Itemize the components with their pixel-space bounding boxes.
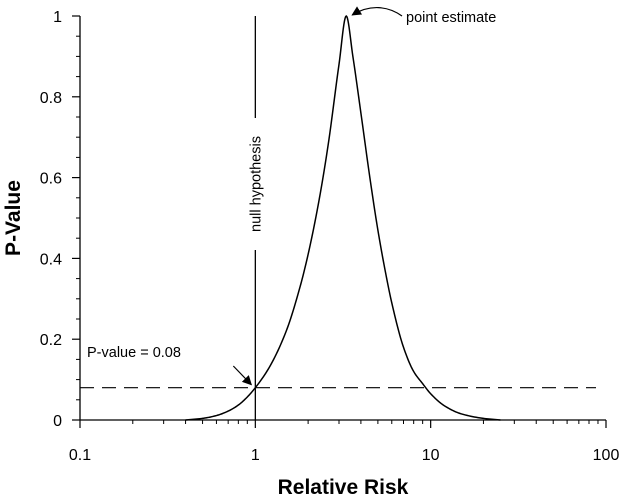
x-tick-label: 0.1 bbox=[69, 447, 91, 464]
x-tick-label: 10 bbox=[422, 447, 440, 464]
point-estimate-label: point estimate bbox=[406, 10, 496, 26]
point-estimate-arrow bbox=[351, 6, 403, 17]
y-tick-label: 0.4 bbox=[40, 251, 62, 268]
y-tick-label: 0.8 bbox=[40, 90, 62, 107]
y-tick-label: 1 bbox=[53, 9, 62, 26]
y-tick-label: 0.6 bbox=[40, 171, 62, 188]
axis-ticks bbox=[72, 15, 607, 428]
y-tick-label: 0 bbox=[53, 413, 62, 430]
annotations: null hypothesis P-value = 0.08 point est… bbox=[87, 6, 496, 386]
y-axis-title: P-Value bbox=[2, 180, 25, 256]
axis-tick-labels: 0.1 1 10 100 0 0.2 0.4 0.6 0.8 1 bbox=[40, 9, 620, 464]
y-tick-label: 0.2 bbox=[40, 332, 62, 349]
x-axis-title: Relative Risk bbox=[278, 476, 409, 499]
x-tick-label: 100 bbox=[593, 447, 620, 464]
p-value-arrow bbox=[232, 365, 252, 386]
p-value-curve bbox=[185, 14, 501, 421]
reference-lines bbox=[80, 16, 596, 420]
p-value-label: P-value = 0.08 bbox=[87, 345, 181, 361]
null-hypothesis-label: null hypothesis bbox=[248, 136, 264, 232]
x-tick-label: 1 bbox=[251, 447, 260, 464]
